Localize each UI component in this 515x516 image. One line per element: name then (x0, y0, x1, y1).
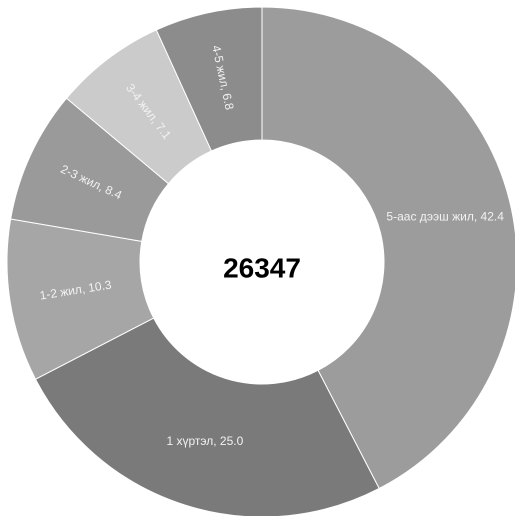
center-label: 26347 (223, 252, 301, 283)
donut-slice (34, 317, 380, 516)
slice-label: 5-аас дээш жил, 42.4 (386, 210, 504, 224)
slice-label: 1 хүртэл, 25.0 (166, 434, 243, 448)
donut-slice (261, 6, 515, 490)
donut-slice (155, 6, 263, 152)
